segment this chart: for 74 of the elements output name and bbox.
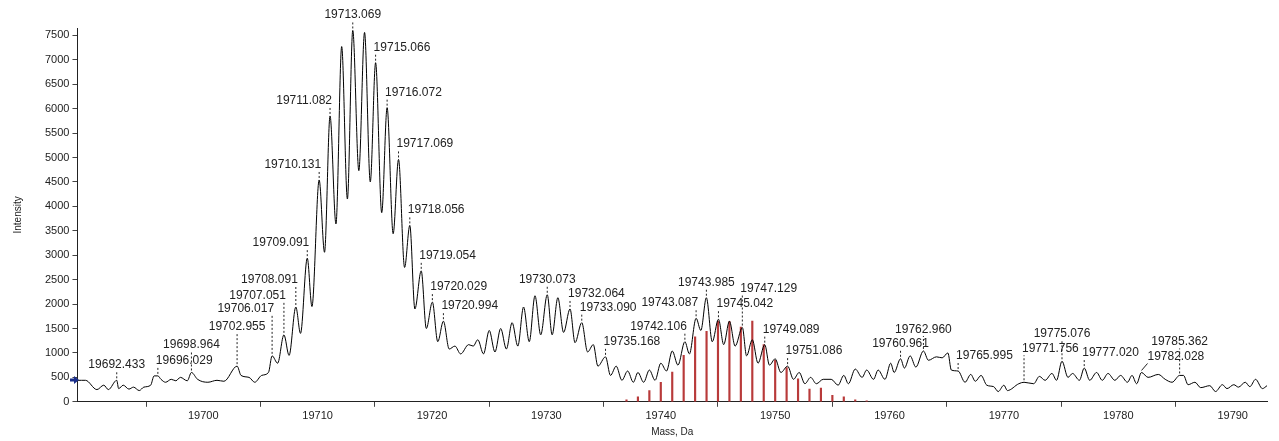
annotation: 19749.089: [762, 321, 820, 336]
annotation: 19762.960: [895, 321, 953, 336]
y-tick-label: 1500: [44, 321, 70, 334]
annotation: 19720.029: [430, 279, 488, 294]
annotation: 19711.082: [276, 92, 333, 107]
y-tick-label: 2000: [44, 297, 70, 310]
annotation: 19730.073: [518, 271, 576, 286]
annotation: 19747.129: [740, 280, 798, 295]
bar: [716, 320, 720, 402]
annotation: 19720.994: [441, 298, 499, 313]
y-tick-label: 5500: [44, 126, 70, 139]
annotation: 19742.106: [630, 318, 688, 333]
annotation: 19751.086: [785, 343, 843, 358]
annotation: 19719.054: [419, 247, 477, 262]
annotation: 19708.091: [241, 272, 299, 287]
y-tick-label: 3000: [44, 248, 70, 261]
annotation: 19743.985: [678, 274, 736, 289]
bar: [728, 321, 731, 402]
annotation: 19775.076: [1033, 326, 1091, 341]
annotation: 19777.020: [1082, 345, 1140, 360]
bar: [785, 367, 788, 402]
annotation: 19696.029: [155, 352, 213, 367]
annotation: 19717.069: [396, 136, 454, 151]
y-tick-label: 7500: [44, 28, 70, 41]
annotation: 19713.069: [324, 7, 382, 22]
y-tick-label: 1000: [44, 345, 70, 358]
bar: [705, 331, 708, 402]
x-tick-label: 19760: [874, 409, 905, 422]
annotation: 19706.017: [217, 300, 275, 315]
bar: [774, 359, 777, 402]
annotation: 19732.064: [568, 285, 626, 300]
x-tick-label: 19710: [302, 409, 333, 422]
annotation: 19733.090: [579, 299, 637, 314]
y-tick-label: 4000: [44, 199, 70, 212]
y-tick-label: 4500: [44, 174, 70, 187]
x-tick-label: 19790: [1217, 409, 1248, 422]
annotation: 19743.087: [641, 295, 699, 310]
y-tick-label: 500: [51, 370, 70, 383]
y-tick-label: 2500: [44, 272, 70, 285]
annotation: 19718.056: [407, 202, 465, 217]
annotation: 19707.051: [229, 287, 287, 302]
x-tick-label: 19700: [187, 409, 219, 422]
y-tick-label: 3500: [44, 223, 70, 236]
x-tick-label: 19780: [1103, 409, 1134, 422]
y-tick-label: 6000: [44, 101, 70, 114]
annotation: 19715.066: [373, 39, 431, 54]
x-tick-label: 19770: [988, 409, 1020, 422]
annotation: 19760.961: [872, 335, 930, 350]
annotation: 19735.168: [603, 333, 661, 348]
x-tick-label: 19750: [759, 409, 791, 422]
annotation: 19710.131: [264, 156, 322, 171]
annotation: 19716.072: [385, 84, 443, 99]
bar: [751, 320, 754, 402]
x-tick-label: 19720: [416, 409, 448, 422]
annotation: 19698.964: [163, 337, 221, 352]
bar: [682, 355, 685, 402]
y-tick-label: 5000: [44, 150, 70, 163]
annotation: 19785.362: [1151, 334, 1209, 349]
annotation: 19771.756: [1022, 341, 1080, 356]
y-tick-label: 0: [63, 394, 70, 407]
y-tick-label: 6500: [44, 77, 70, 90]
annotation: 19745.042: [716, 296, 774, 311]
x-tick-label: 19740: [645, 409, 677, 422]
x-tick-label: 19730: [531, 409, 562, 422]
annotation: 19692.433: [88, 357, 146, 372]
x-axis-title: Mass, Da: [651, 425, 694, 437]
annotation: 19765.995: [956, 348, 1014, 363]
bar: [808, 388, 811, 402]
y-tick-label: 7000: [44, 52, 70, 65]
annotation: 19702.955: [208, 319, 266, 334]
annotation: 19709.091: [252, 235, 310, 250]
bar: [694, 336, 697, 402]
annotation: 19782.028: [1147, 349, 1205, 364]
y-axis-title: Intensity: [11, 196, 23, 234]
